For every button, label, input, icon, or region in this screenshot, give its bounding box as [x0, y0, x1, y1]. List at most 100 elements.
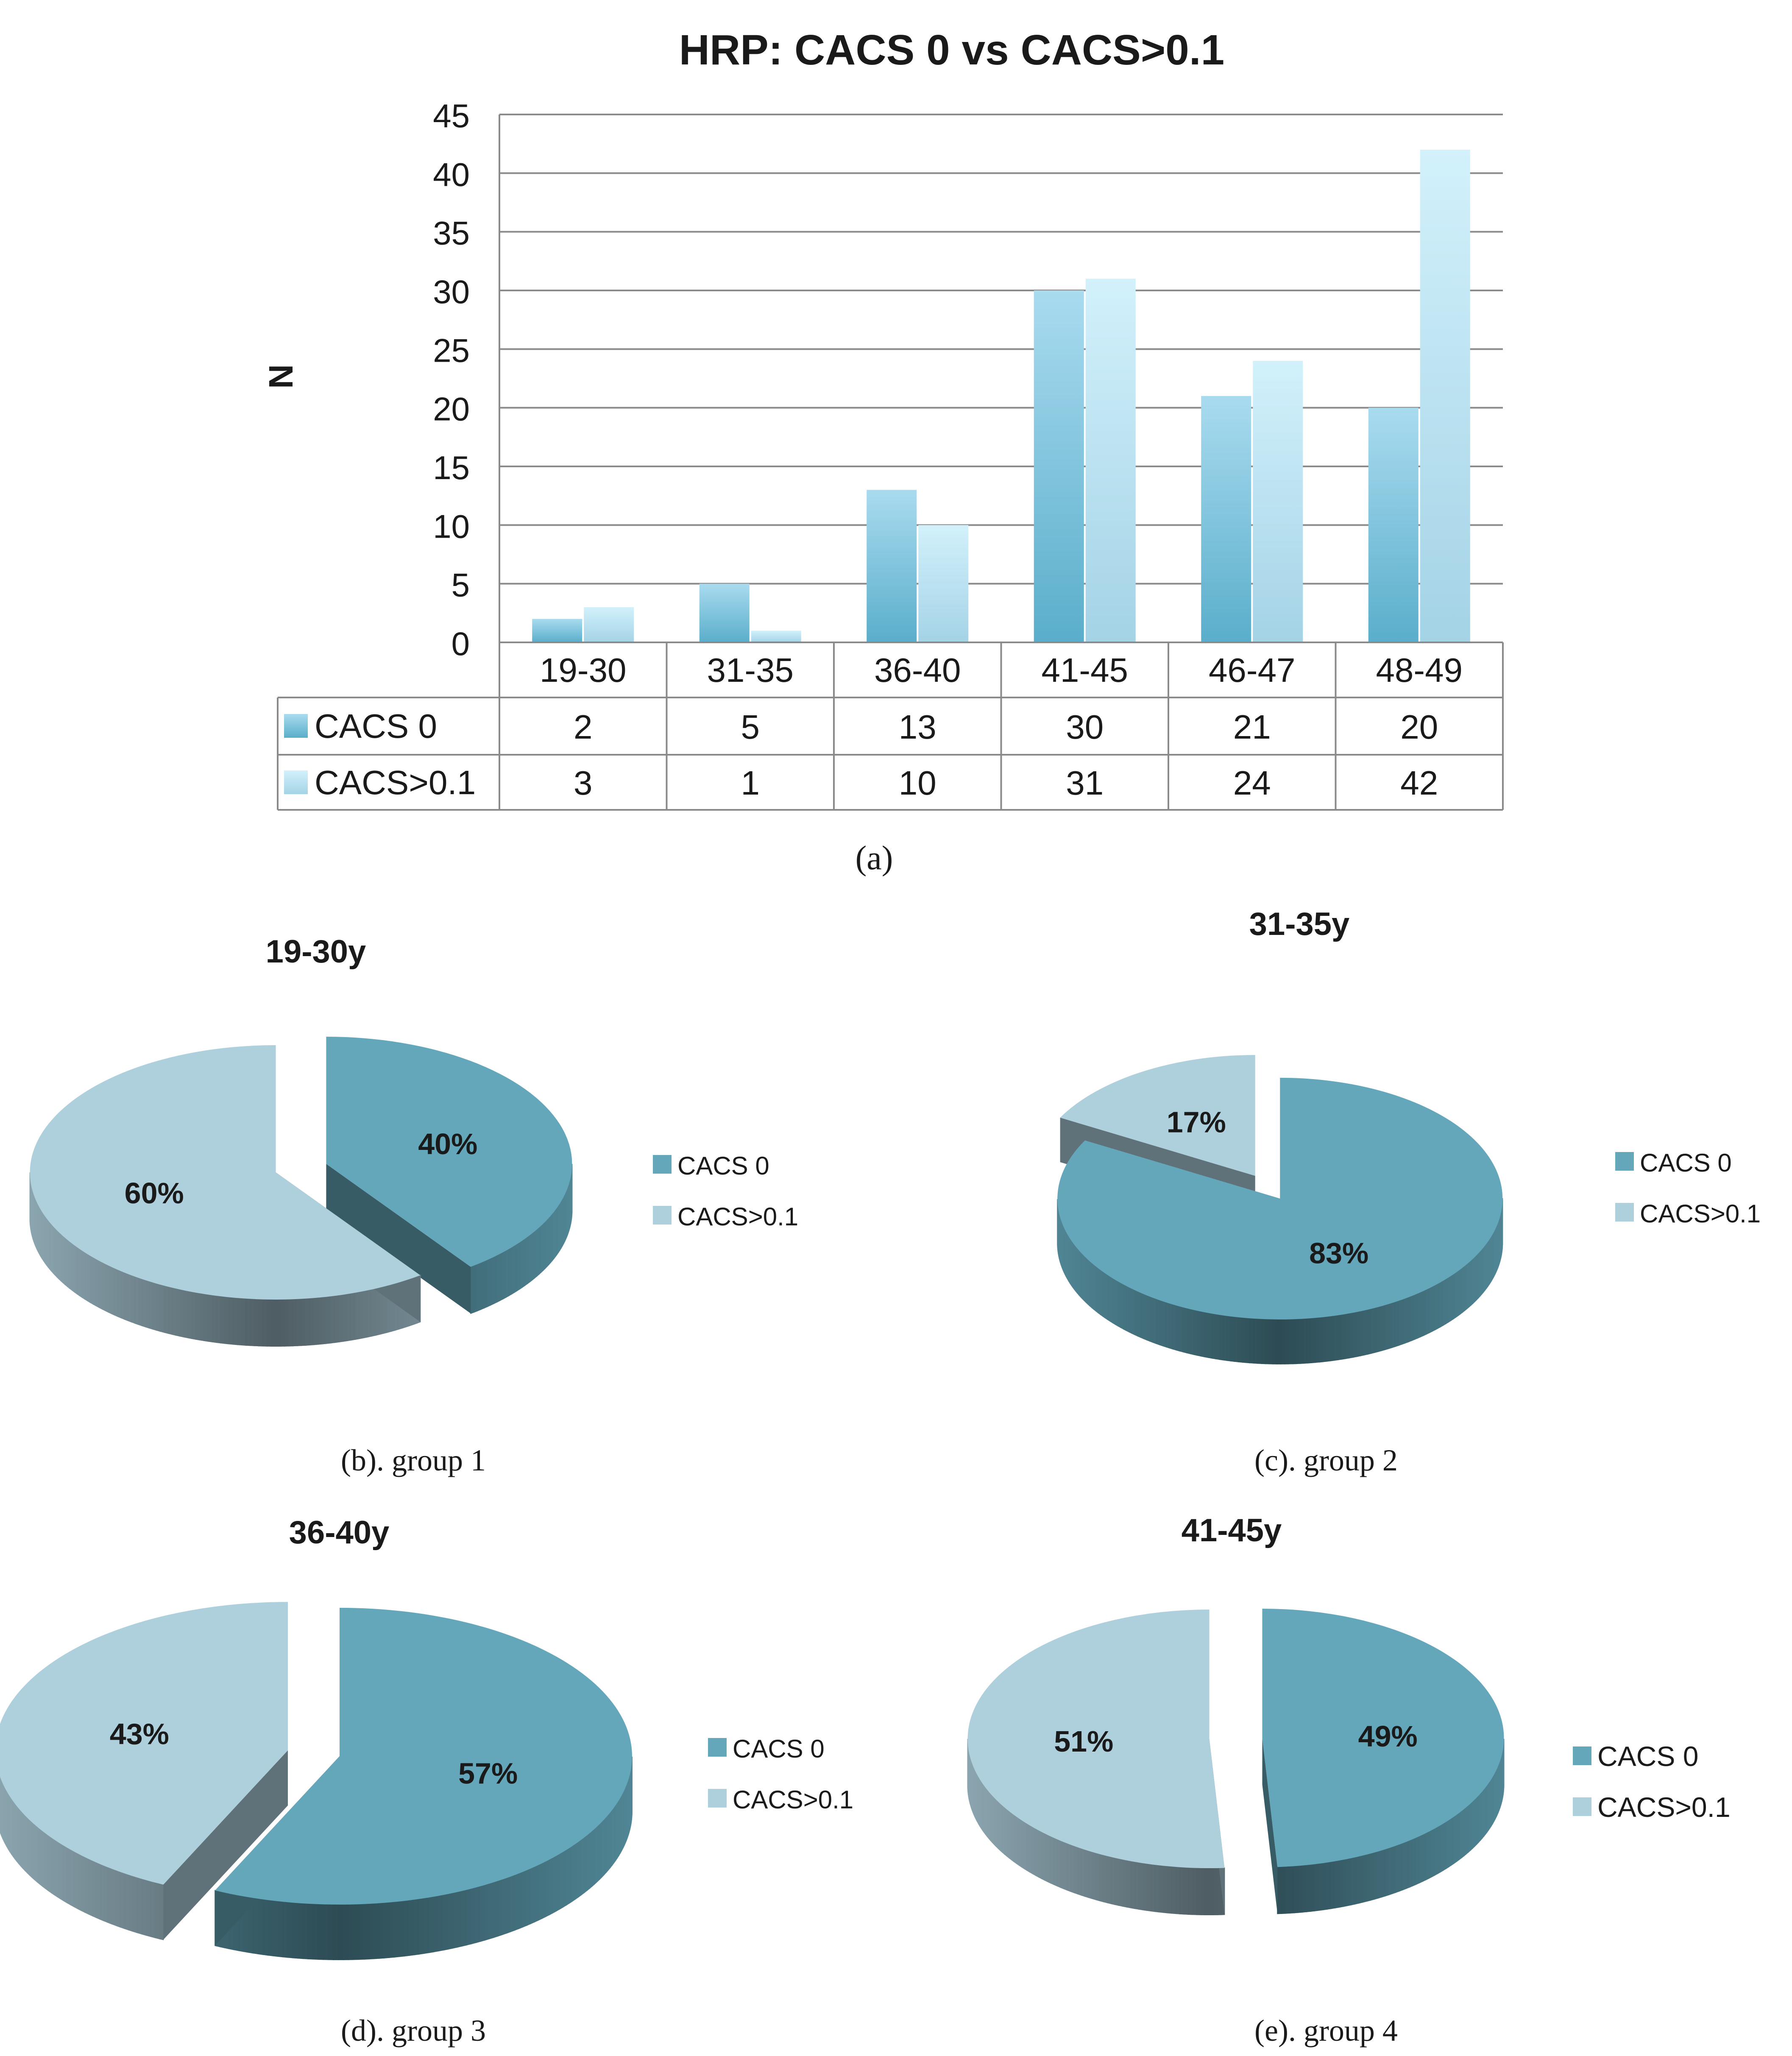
pie-side-cacs0-53	[475, 1886, 481, 1943]
legend-label-cacs01: CACS>0.1	[315, 764, 476, 801]
pie-legend-label-cacs01: CACS>0.1	[1640, 1200, 1761, 1228]
pie-side-cacs01-61	[156, 1283, 161, 1332]
pie-side-cacs01-73	[1138, 1862, 1143, 1911]
pie-side-cacs01-113	[371, 1288, 376, 1337]
pie-side-cacs01-70	[1126, 1860, 1131, 1908]
pie-side-cacs01-49	[114, 1267, 118, 1317]
bar-y-axis-label: N	[262, 364, 300, 389]
pie-side-cacs01-78	[224, 1296, 229, 1345]
table-value-cacs0-36-40: 13	[899, 708, 936, 746]
y-tick-label-25: 25	[433, 332, 470, 369]
pie-side-cacs01-69	[187, 1290, 192, 1339]
pie-side-cacs01-106	[343, 1293, 348, 1342]
pie-side-cacs01-37	[53, 1838, 58, 1898]
table-value-cacs01-31-35: 1	[741, 764, 760, 802]
pie-side-cacs01-107	[347, 1293, 352, 1342]
pie-side-cacs0-74	[1219, 1314, 1224, 1361]
pie-side-cacs01-90	[1209, 1867, 1214, 1916]
pie-side-cacs01-41	[89, 1255, 94, 1305]
pie-title-group-4: 41-45y	[1182, 1512, 1282, 1548]
y-tick-label-20: 20	[433, 391, 470, 428]
pie-side-cacs0-116	[1378, 1306, 1382, 1352]
pie-chart-group-3: 36-40y 57% 43% CACS 0 CACS>0.1	[0, 1515, 853, 1960]
pie-side-cacs01-68	[183, 1289, 188, 1339]
pie-side-cacs0-132	[1429, 1286, 1433, 1333]
pie-side-cacs01-110	[359, 1290, 365, 1339]
pie-side-cacs01-97	[305, 1297, 311, 1346]
pie-side-cacs01-65	[171, 1287, 176, 1336]
pie-side-cacs01-49	[1050, 1836, 1055, 1886]
pie-side-cacs01-45	[101, 1261, 106, 1311]
pie-side-cacs0-90	[1280, 1319, 1285, 1364]
pie-side-cacs01-57	[1077, 1847, 1082, 1896]
bar-cacs01-19-30	[584, 607, 634, 642]
bar-cacs0-36-40	[867, 490, 917, 642]
pie-side-cacs0-111	[1360, 1310, 1365, 1356]
pie-side-cacs01-41	[67, 1847, 71, 1906]
y-tick-label-5: 5	[451, 566, 470, 604]
pie-side-cacs0-31	[1399, 1842, 1404, 1892]
pie-legend-swatch-cacs01	[1615, 1203, 1634, 1222]
pie-side-cacs0-107	[1345, 1313, 1350, 1359]
pie-side-cacs0-56	[1156, 1298, 1160, 1345]
pie-side-cacs01-59	[148, 1280, 153, 1330]
pie-slice-cacs0	[1057, 1077, 1503, 1320]
pie-side-cacs01-62	[160, 1284, 165, 1333]
pie-side-cacs0-103	[1330, 1315, 1335, 1361]
pie-legend-label-cacs01: CACS>0.1	[677, 1202, 798, 1231]
pie-side-cacs0-19	[307, 1903, 314, 1960]
pie-side-cacs01-54	[131, 1275, 135, 1324]
y-tick-label-30: 30	[433, 273, 470, 310]
pie-side-cacs0-77	[569, 1845, 573, 1904]
pie-side-cacs0-129	[1420, 1290, 1424, 1338]
pie-side-cacs0-62	[1176, 1305, 1180, 1352]
bar-data-table: 19-30 2 3 31-35 5 1 36-40 13 10 41-45 30 31 46-47 21 2…	[277, 642, 1504, 811]
pie-side-cacs0-74	[559, 1851, 564, 1910]
bar-cacs0-19-30	[532, 619, 582, 642]
pie-side-cacs0-58	[1162, 1300, 1167, 1348]
pie-side-cacs01-59	[137, 1877, 142, 1935]
pie-side-cacs0-22	[1366, 1853, 1371, 1902]
pie-side-cacs0-61	[510, 1874, 516, 1933]
pie-side-cacs0-52	[471, 1887, 477, 1944]
pie-side-cacs0-62	[514, 1873, 519, 1931]
pie-side-cacs0-109	[1352, 1311, 1357, 1358]
pie-side-cacs0-43	[1437, 1824, 1441, 1875]
pie-side-cacs0-67	[534, 1864, 539, 1923]
pie-side-cacs01-89	[1204, 1867, 1210, 1916]
table-value-cacs01-48-49: 42	[1400, 764, 1438, 802]
pie-side-cacs0-72	[552, 1855, 557, 1914]
pie-side-cacs0-24	[333, 1904, 339, 1960]
pie-side-cacs0-61	[1172, 1304, 1177, 1351]
pie-side-cacs01-75	[212, 1294, 217, 1343]
bar-cacs01-48-49	[1420, 150, 1470, 642]
pie-side-cacs0-2	[1285, 1866, 1290, 1914]
pie-side-cacs01-50	[99, 1863, 104, 1922]
pie-side-cacs0-59	[1165, 1302, 1170, 1349]
pie-side-cacs0-124	[1405, 1297, 1409, 1344]
pie-side-cacs0-47	[1128, 1286, 1132, 1334]
pie-side-cacs0-6	[1302, 1864, 1307, 1913]
pie-side-cacs0-18	[1351, 1857, 1356, 1905]
pie-side-cacs0-75	[1223, 1315, 1228, 1361]
pie-side-cacs0-54	[480, 1884, 485, 1942]
pie-side-cacs01-51	[103, 1865, 109, 1923]
y-tick-label-10: 10	[433, 508, 470, 545]
pie-side-cacs0-26	[343, 1904, 349, 1960]
pie-side-cacs01-82	[1175, 1866, 1181, 1914]
pie-side-cacs0-3	[1289, 1866, 1295, 1914]
pie-side-cacs01-69	[1122, 1859, 1127, 1908]
pie-side-cacs0-30	[363, 1903, 370, 1960]
bar-cacs0-31-35	[699, 583, 750, 642]
pie-side-cacs0-110	[1356, 1311, 1361, 1357]
pie-side-cacs01-61	[145, 1879, 151, 1937]
pie-side-cacs0-24	[1374, 1851, 1379, 1900]
pie-side-cacs0-63	[1179, 1306, 1184, 1353]
pie-side-cacs01-78	[1159, 1865, 1164, 1913]
pie-side-cacs0-6	[490, 1256, 494, 1306]
pie-side-cacs01-59	[1084, 1849, 1089, 1898]
pie-side-cacs01-66	[175, 1288, 180, 1337]
pie-side-cacs0-41	[1431, 1827, 1435, 1877]
pie-side-cacs01-52	[107, 1866, 112, 1925]
